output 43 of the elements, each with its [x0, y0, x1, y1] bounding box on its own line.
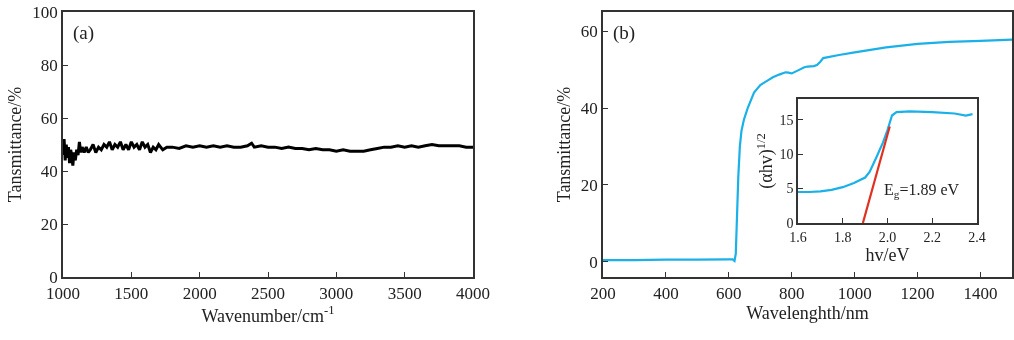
x-tick-label: 1500 [114, 284, 149, 304]
y-tick-label: 0 [786, 215, 794, 231]
x-tick-label: 800 [779, 284, 805, 304]
text: (a) [73, 22, 95, 44]
y-axis-title: Tansmittance/% [5, 86, 26, 203]
x-tick-label: 2.4 [968, 229, 986, 245]
x-axis-title: hv/eV [865, 244, 910, 265]
y-tick-label: 20 [580, 175, 598, 195]
y-tick-label: 10 [779, 147, 794, 163]
x-axis-title: Wavelenghth/nm [746, 303, 869, 324]
x-tick-label: 2500 [251, 284, 285, 304]
x-tick-label: 1.8 [834, 229, 852, 245]
y-tick-label: 60 [580, 22, 598, 42]
y-tick-label: 60 [40, 108, 58, 128]
x-tick-label: 1000 [837, 284, 872, 304]
x-tick-label: 400 [653, 284, 679, 304]
x-tick-label: 2.0 [878, 229, 897, 245]
x-tick-label: 4000 [456, 284, 490, 304]
x-tick-label: 1200 [900, 284, 935, 304]
y-tick-label: 0 [49, 267, 58, 287]
y-tick-label: 40 [40, 161, 58, 181]
y-tick-label: 100 [32, 2, 58, 22]
y-tick-label: 0 [589, 252, 598, 272]
x-tick-label: 1.6 [789, 229, 807, 245]
x-tick-label: 3500 [387, 284, 422, 304]
x-tick-label: 1000 [46, 284, 80, 304]
x-tick-label: 200 [590, 284, 616, 304]
y-tick-label: 80 [40, 55, 58, 75]
y-tick-label: 15 [779, 112, 794, 128]
text: (b) [613, 22, 636, 44]
y-tick-label: 20 [40, 214, 58, 234]
x-tick-label: 1400 [963, 284, 998, 304]
line-series [63, 137, 473, 168]
x-axis-title: Wavenumber/cm$^{-1}$ [201, 303, 335, 326]
line-series [798, 110, 974, 194]
y-axis-title: Tansmittance/% [553, 86, 574, 203]
y-tick-label: 5 [786, 181, 794, 197]
x-tick-label: 2000 [182, 284, 217, 304]
x-tick-label: 3000 [319, 284, 354, 304]
annotation: E$_{g}$=1.89 eV [884, 181, 960, 201]
x-tick-label: 600 [716, 284, 742, 304]
y-tick-label: 40 [580, 98, 598, 118]
x-tick-label: 2.2 [923, 229, 941, 245]
